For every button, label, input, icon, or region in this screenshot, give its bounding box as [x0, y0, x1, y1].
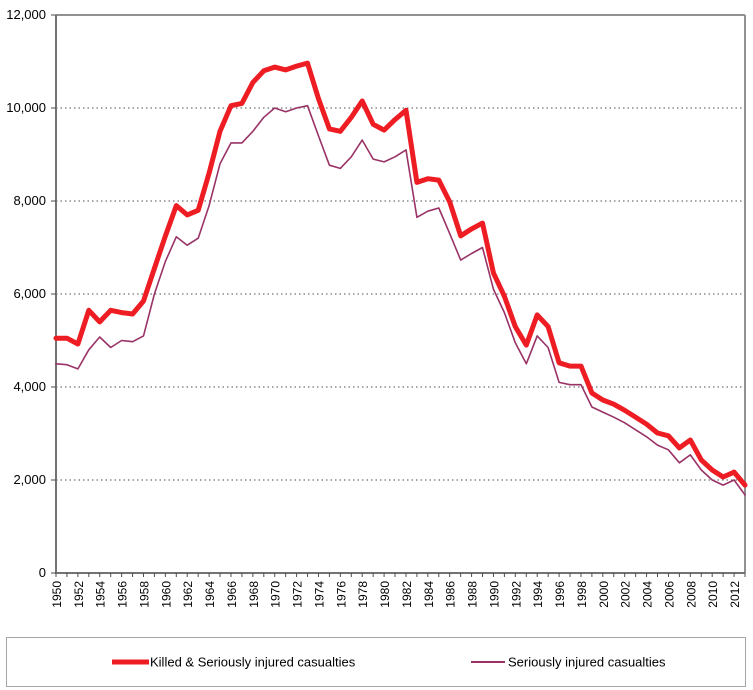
casualties-line-chart: 0 2,000 4,000 6,000 8,000 10,000 12,000 1950 195… [6, 7, 748, 608]
x-tick-label: 1984 [422, 581, 436, 608]
y-tick-label: 0 [39, 565, 46, 580]
x-tick-label: 1990 [487, 581, 501, 608]
x-tick-label: 1972 [291, 581, 305, 608]
y-tick-label: 12,000 [6, 7, 46, 22]
x-tick-label: 1996 [553, 581, 567, 608]
si-series-swatch [471, 661, 505, 663]
series-line-ksi [53, 60, 748, 488]
x-tick-label: 2010 [706, 581, 720, 608]
x-tick-label: 1994 [531, 581, 545, 608]
x-tick-label: 1970 [269, 581, 283, 608]
x-tick-label: 1988 [466, 581, 480, 608]
x-tick-label: 1978 [356, 581, 370, 608]
x-tick-label: 1962 [181, 581, 195, 608]
x-tick-label: 2004 [641, 581, 655, 608]
x-tick-label: 1964 [203, 581, 217, 608]
x-tick-label: 1958 [137, 581, 151, 608]
x-tick-label: 1998 [575, 581, 589, 608]
ksi-series-swatch [112, 659, 149, 665]
x-tick-label: 1980 [378, 581, 392, 608]
x-tick-label: 2000 [597, 581, 611, 608]
ksi-series-label: Killed & Seriously injured casualties [150, 654, 356, 670]
legend: Killed & Seriously injured casualties Se… [6, 637, 746, 687]
si-series-label: Seriously injured casualties [508, 654, 666, 670]
y-tick-label: 8,000 [13, 193, 46, 208]
x-tick-label: 2008 [684, 581, 698, 608]
x-tick-label: 2006 [662, 581, 676, 608]
y-tick-label: 6,000 [13, 286, 46, 301]
x-tick-label: 1976 [334, 581, 348, 608]
x-tick-label: 2002 [619, 581, 633, 608]
series-line-si [55, 104, 746, 496]
x-tick-label: 1982 [400, 581, 414, 608]
y-tick-label: 2,000 [13, 472, 46, 487]
chart-area: 0 2,000 4,000 6,000 8,000 10,000 12,000 1950 195… [6, 7, 748, 608]
y-tick-label: 10,000 [6, 100, 46, 115]
x-tick-label: 1952 [72, 581, 86, 608]
x-tick-label: 1950 [50, 581, 64, 608]
x-tick-label: 2012 [728, 581, 742, 608]
x-tick-label: 1974 [312, 581, 326, 608]
x-tick-label: 1986 [444, 581, 458, 608]
x-tick-label: 1954 [94, 581, 108, 608]
x-tick-label: 1966 [225, 581, 239, 608]
x-tick-label: 1992 [509, 581, 523, 608]
x-tick-label: 1956 [116, 581, 130, 608]
y-tick-label: 4,000 [13, 379, 46, 394]
x-tick-label: 1960 [159, 581, 173, 608]
x-tick-label: 1968 [247, 581, 261, 608]
